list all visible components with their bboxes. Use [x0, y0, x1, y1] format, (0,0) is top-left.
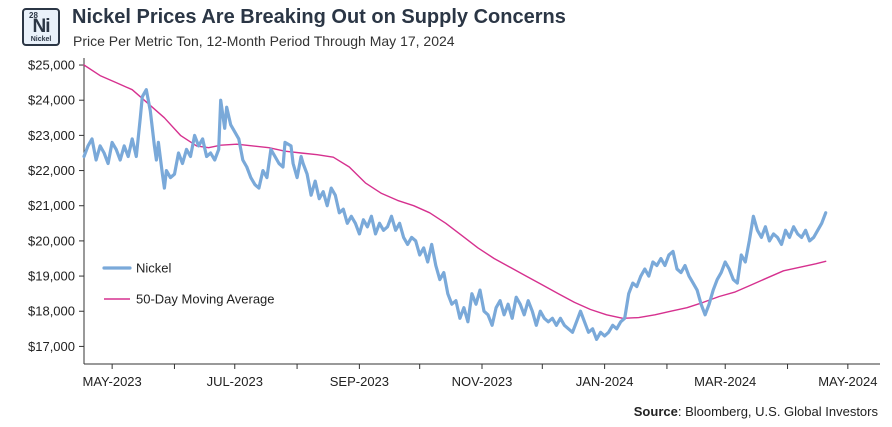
nickel-price-line — [82, 88, 828, 341]
badge-name: Nickel — [30, 36, 52, 43]
y-tick-label: $25,000 — [28, 58, 75, 73]
x-tick-label: MAY-2024 — [818, 374, 877, 389]
y-tick-label: $17,000 — [28, 339, 75, 354]
x-tick-label: MAY-2023 — [83, 374, 142, 389]
source-text: : Bloomberg, U.S. Global Investors — [677, 404, 878, 419]
badge-symbol: Ni — [32, 16, 51, 37]
nickel-element-badge: 28 Ni Nickel — [22, 8, 60, 46]
y-tick-label: $23,000 — [28, 128, 75, 143]
moving-average-line — [83, 64, 827, 319]
x-tick-label: JAN-2024 — [576, 374, 634, 389]
badge-atomic-number: 28 — [29, 11, 38, 20]
x-tick-label: JUL-2023 — [207, 374, 263, 389]
y-tick-label: $20,000 — [28, 233, 75, 248]
y-tick-label: $18,000 — [28, 304, 75, 319]
chart-title: Nickel Prices Are Breaking Out on Supply… — [72, 6, 566, 28]
x-tick-label: MAR-2024 — [694, 374, 756, 389]
chart-subtitle: Price Per Metric Ton, 12-Month Period Th… — [73, 33, 455, 49]
y-tick-label: $24,000 — [28, 93, 75, 108]
source-note: Source: Bloomberg, U.S. Global Investors — [634, 404, 878, 419]
source-label: Source — [633, 404, 678, 419]
y-tick-label: $19,000 — [28, 269, 75, 284]
legend-label-nickel: Nickel — [136, 261, 172, 276]
x-tick-label: SEP-2023 — [330, 374, 389, 389]
y-tick-label: $22,000 — [28, 163, 75, 178]
x-tick-label: NOV-2023 — [452, 374, 513, 389]
y-tick-label: $21,000 — [28, 198, 75, 213]
legend-label-moving-average: 50-Day Moving Average — [136, 292, 275, 307]
